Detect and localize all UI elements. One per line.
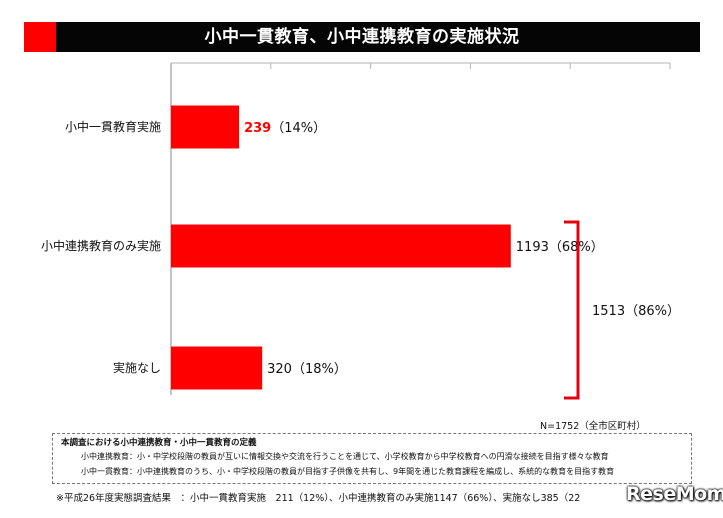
title-bar: 小中一貫教育、小中連携教育の実施状況 [24,22,700,52]
value-label: 239（14%） [244,121,326,136]
title-accent-block [24,22,56,52]
category-label: 小中一貫教育実施 [65,119,161,134]
bracket-total-label: 1513（86%） [592,304,680,319]
definition-box: 本調査における小中連携教育・小中一貫教育の定義 小中連携教育：小・中学校段階の教… [52,433,692,484]
bar [171,346,263,390]
bar [171,105,240,149]
footnote: ※平成26年度実態調査結果 ：小中一貫教育実施 211（12%）、小中連携教育の… [56,493,581,504]
definition-line: 小中連携教育：小・中学校段階の教員が互いに情報交換や交流を行うことを通じて、小学… [81,452,609,461]
category-label: 実施なし [113,360,161,375]
value-label: 320（18%） [267,362,347,377]
definition-line: 小中一貫教育：小中連携教育のうち、小・中学校段階の教員が目指す子供像を共有し、9… [81,467,615,476]
value-label: 1193（68%） [516,240,604,255]
definition-title: 本調査における小中連携教育・小中一貫教育の定義 [61,438,257,448]
category-label: 小中連携教育のみ実施 [41,238,161,253]
sample-size-note: N=1752（全市区町村） [540,421,646,432]
bar [171,224,511,268]
bracket [564,220,580,400]
chart-title: 小中一貫教育、小中連携教育の実施状況 [204,27,520,47]
resemom-watermark-logo: ReseMom [626,483,723,505]
